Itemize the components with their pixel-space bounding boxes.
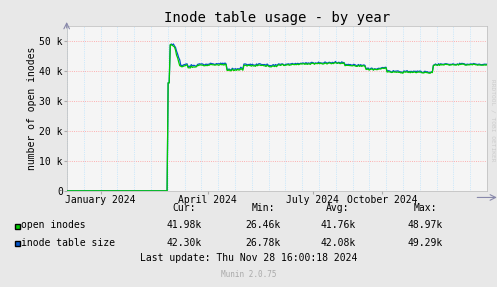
Text: 26.46k: 26.46k bbox=[246, 220, 281, 230]
Text: Min:: Min: bbox=[251, 203, 275, 213]
Text: 26.78k: 26.78k bbox=[246, 238, 281, 247]
Text: Avg:: Avg: bbox=[326, 203, 350, 213]
Text: 42.30k: 42.30k bbox=[166, 238, 201, 247]
Text: 49.29k: 49.29k bbox=[408, 238, 442, 247]
Text: inode table size: inode table size bbox=[21, 238, 115, 247]
Text: Max:: Max: bbox=[413, 203, 437, 213]
Text: RRDTOOL / TOBI OETIKER: RRDTOOL / TOBI OETIKER bbox=[491, 79, 496, 162]
Text: 48.97k: 48.97k bbox=[408, 220, 442, 230]
Text: Last update: Thu Nov 28 16:00:18 2024: Last update: Thu Nov 28 16:00:18 2024 bbox=[140, 253, 357, 263]
Text: 42.08k: 42.08k bbox=[321, 238, 355, 247]
Title: Inode table usage - by year: Inode table usage - by year bbox=[164, 11, 390, 25]
Text: Munin 2.0.75: Munin 2.0.75 bbox=[221, 269, 276, 279]
Text: Cur:: Cur: bbox=[172, 203, 196, 213]
Text: open inodes: open inodes bbox=[21, 220, 86, 230]
Y-axis label: number of open inodes: number of open inodes bbox=[27, 47, 37, 170]
Text: 41.76k: 41.76k bbox=[321, 220, 355, 230]
Text: 41.98k: 41.98k bbox=[166, 220, 201, 230]
